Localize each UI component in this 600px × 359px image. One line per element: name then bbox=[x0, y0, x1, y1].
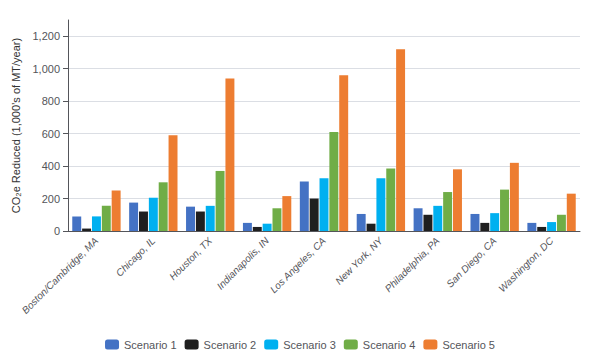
svg-text:Scenario 2: Scenario 2 bbox=[204, 339, 257, 351]
svg-text:1,200: 1,200 bbox=[32, 30, 60, 42]
svg-text:Scenario 5: Scenario 5 bbox=[442, 339, 495, 351]
svg-text:New York, NY: New York, NY bbox=[333, 234, 386, 287]
svg-text:1,000: 1,000 bbox=[32, 63, 60, 75]
svg-text:Indianapolis, IN: Indianapolis, IN bbox=[215, 235, 272, 292]
svg-text:Washington, DC: Washington, DC bbox=[496, 235, 556, 295]
svg-text:Philadelphia, PA: Philadelphia, PA bbox=[383, 235, 442, 294]
svg-text:Los Angeles, CA: Los Angeles, CA bbox=[268, 235, 328, 295]
svg-text:San Diego, CA: San Diego, CA bbox=[444, 235, 499, 290]
svg-text:Chicago, IL: Chicago, IL bbox=[114, 235, 157, 278]
svg-text:Boston/Cambridge, MA: Boston/Cambridge, MA bbox=[20, 235, 101, 316]
svg-text:Scenario 3: Scenario 3 bbox=[283, 339, 336, 351]
svg-text:Scenario 1: Scenario 1 bbox=[124, 339, 177, 351]
svg-text:200: 200 bbox=[42, 193, 60, 205]
svg-text:Scenario 4: Scenario 4 bbox=[363, 339, 416, 351]
svg-text:800: 800 bbox=[42, 95, 60, 107]
svg-text:600: 600 bbox=[42, 128, 60, 140]
svg-text:Houston, TX: Houston, TX bbox=[167, 235, 214, 282]
svg-text:0: 0 bbox=[54, 225, 60, 237]
svg-text:400: 400 bbox=[42, 160, 60, 172]
svg-text:CO₂e Reduced (1,000’s of MT/ye: CO₂e Reduced (1,000’s of MT/year) bbox=[10, 38, 22, 213]
